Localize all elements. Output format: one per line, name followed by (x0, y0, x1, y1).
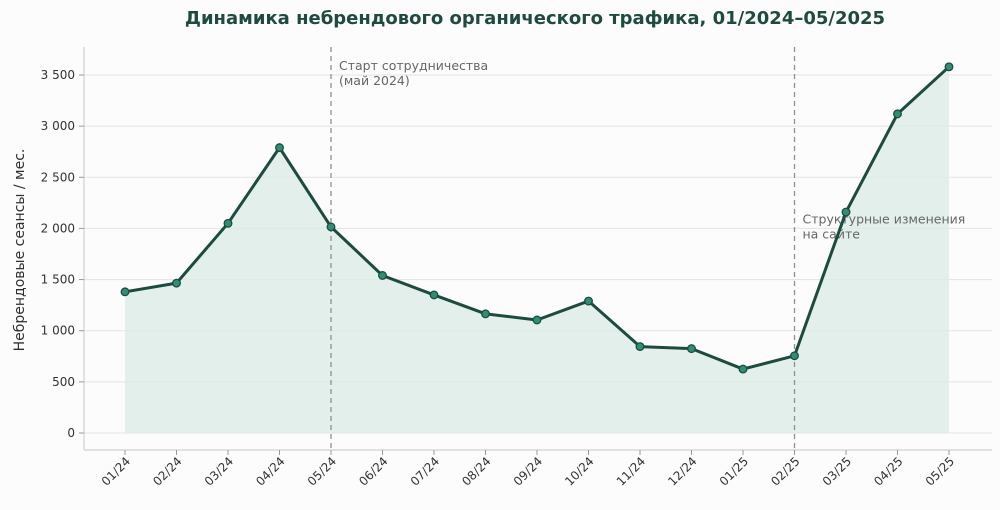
x-tick-label: 02/24 (150, 454, 184, 488)
x-tick-label: 05/24 (305, 454, 339, 488)
y-tick-label: 3 000 (41, 119, 75, 133)
x-tick-label: 01/25 (717, 454, 751, 488)
y-tick-label: 500 (52, 375, 75, 389)
area-fill-layer (125, 66, 949, 434)
chart-title: Динамика небрендового органического траф… (184, 8, 886, 29)
x-tick-label: 07/24 (408, 454, 442, 488)
x-tick-labels: 01/24 02/24 03/24 04/24 05/24 06/24 07/24 08/24… (99, 450, 957, 489)
x-tick-label: 12/24 (665, 454, 699, 488)
x-tick-label: 08/24 (459, 454, 493, 488)
x-tick-label: 05/25 (923, 454, 957, 488)
y-axis-label: Небрендовые сеансы / мес. (12, 149, 28, 352)
x-tick-label: 01/24 (99, 454, 133, 488)
data-point (738, 364, 748, 374)
y-tick-labels: 0 500 1 000 1 500 2 000 2 500 3 000 3 500 (41, 68, 84, 440)
data-point (481, 309, 490, 319)
x-tick-label: 11/24 (614, 454, 648, 488)
x-tick-label: 04/25 (871, 454, 905, 488)
annotation-label-line: (май 2024) (339, 73, 410, 88)
data-point (841, 207, 851, 217)
data-point (687, 344, 696, 354)
data-point (378, 271, 387, 280)
y-tick-label: 3 500 (41, 68, 75, 82)
data-point (893, 109, 902, 119)
y-tick-label: 2 500 (41, 170, 75, 184)
annotation-label: Старт сотрудничества (май 2024) (339, 58, 488, 88)
series-area-fill (125, 66, 949, 434)
x-tick-label: 02/25 (768, 454, 802, 488)
data-point (944, 62, 954, 72)
data-point (532, 315, 542, 325)
data-point (120, 287, 130, 297)
data-point (172, 278, 181, 288)
y-tick-label: 1 000 (41, 324, 75, 338)
data-points (120, 62, 954, 374)
x-tick-label: 06/24 (356, 454, 390, 488)
x-tick-label: 10/24 (562, 454, 596, 488)
data-point (429, 290, 439, 300)
data-point (326, 222, 336, 232)
x-tick-label: 09/24 (511, 454, 545, 488)
annotation-label-line: Старт сотрудничества (339, 58, 488, 73)
y-tick-label: 0 (67, 426, 75, 440)
data-point (635, 342, 645, 352)
y-tick-label: 2 000 (41, 221, 75, 235)
data-point (790, 351, 799, 361)
data-point (584, 296, 593, 306)
x-tick-label: 04/24 (253, 454, 287, 488)
y-tick-label: 1 500 (41, 273, 75, 287)
x-tick-label: 03/25 (820, 454, 854, 488)
axes (83, 47, 992, 451)
data-point (223, 218, 233, 228)
x-tick-label: 03/24 (202, 454, 236, 488)
data-point (275, 143, 284, 153)
annotation-label-line: на сайте (803, 226, 861, 241)
annotation-label-line: Структурные изменения (803, 211, 966, 226)
